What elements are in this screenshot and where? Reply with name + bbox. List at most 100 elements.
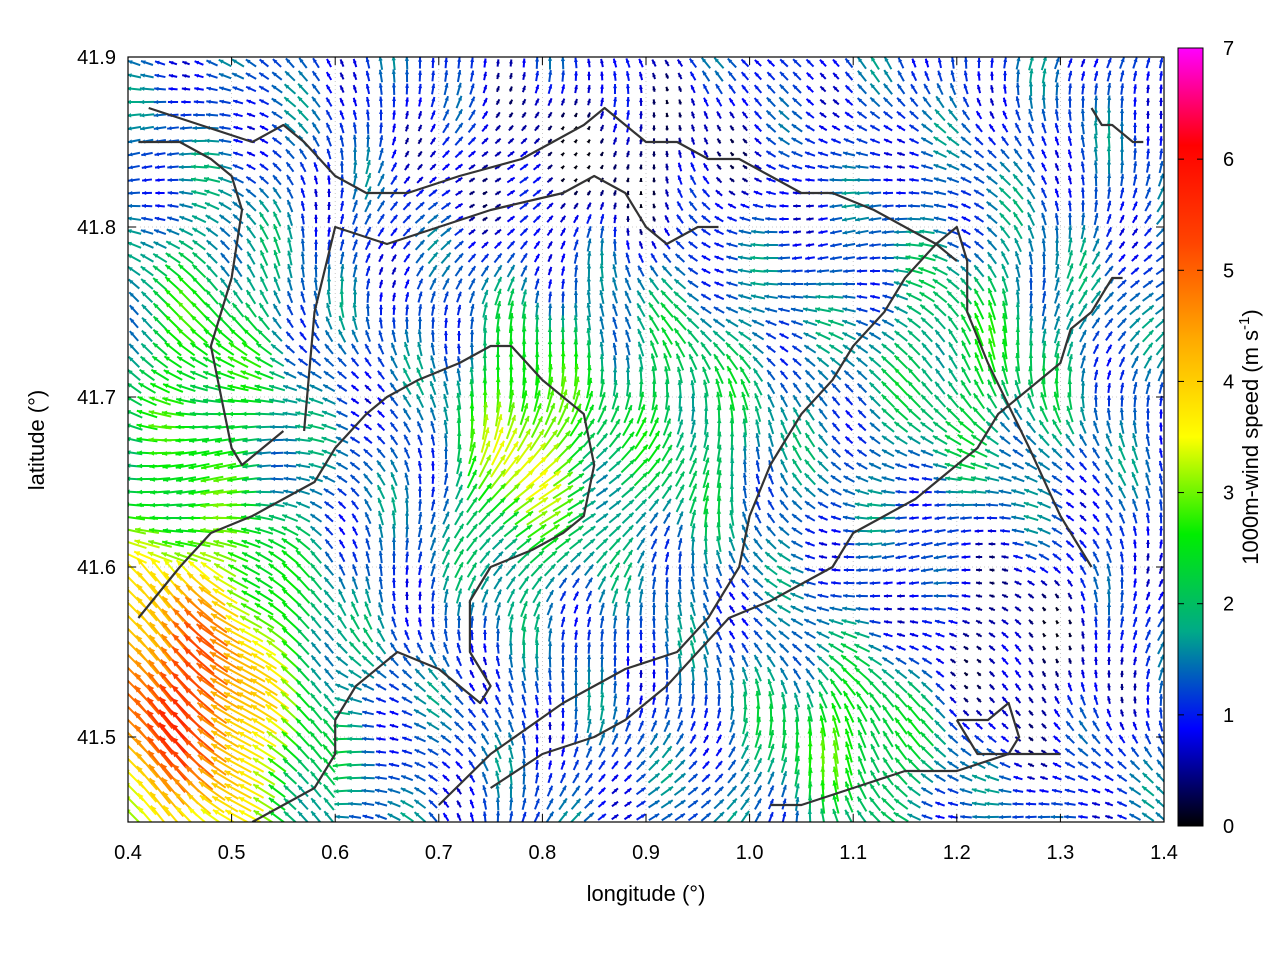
wind-vector bbox=[180, 113, 192, 118]
wind-vector bbox=[976, 71, 981, 81]
wind-vector bbox=[418, 70, 423, 82]
wind-vector bbox=[246, 99, 256, 105]
wind-vector bbox=[311, 96, 321, 108]
wind-vector bbox=[352, 71, 358, 81]
x-tick-label: 0.6 bbox=[321, 842, 349, 864]
wind-vector bbox=[1002, 97, 1008, 107]
wind-vector bbox=[1015, 57, 1021, 70]
wind-vector bbox=[625, 83, 630, 95]
wind-vector bbox=[1068, 83, 1073, 95]
wind-vector bbox=[405, 83, 410, 95]
wind-vector bbox=[703, 97, 709, 107]
wind-vector bbox=[819, 98, 827, 106]
wind-vector bbox=[676, 59, 684, 67]
wind-vector bbox=[963, 83, 969, 95]
wind-vector bbox=[168, 86, 178, 91]
wind-vector bbox=[481, 110, 489, 120]
y-tick-label: 41.6 bbox=[77, 557, 116, 579]
wind-vector bbox=[1132, 70, 1138, 82]
wind-vector bbox=[168, 74, 178, 78]
wind-vector bbox=[311, 83, 321, 95]
wind-vector bbox=[431, 83, 436, 95]
wind-vector bbox=[1029, 68, 1034, 84]
wind-vector bbox=[231, 58, 245, 68]
wind-vector bbox=[259, 111, 269, 119]
wind-vector bbox=[766, 71, 776, 81]
wind-vector bbox=[778, 96, 790, 108]
wind-vector bbox=[431, 70, 436, 82]
wind-vector bbox=[258, 71, 270, 81]
wind-vector bbox=[365, 109, 370, 121]
wind-vector bbox=[1067, 96, 1073, 108]
wind-vector bbox=[283, 83, 297, 95]
wind-vector bbox=[1041, 68, 1047, 84]
wind-vector bbox=[950, 57, 955, 69]
wind-vector bbox=[561, 70, 566, 82]
wind-vector bbox=[638, 71, 644, 81]
wind-vector bbox=[741, 84, 749, 94]
wind-vector bbox=[937, 70, 943, 82]
wind-vector bbox=[444, 70, 449, 82]
wind-vector bbox=[325, 71, 333, 81]
wind-vector bbox=[442, 109, 450, 121]
wind-vector bbox=[935, 95, 945, 109]
wind-vector bbox=[456, 69, 462, 83]
wind-vector bbox=[805, 98, 815, 106]
wind-vector bbox=[352, 97, 358, 107]
wind-vector bbox=[690, 84, 696, 94]
wind-vector bbox=[418, 97, 423, 107]
wind-vector bbox=[832, 98, 840, 106]
wind-vector bbox=[522, 72, 526, 80]
wind-vector bbox=[844, 84, 854, 94]
wind-vector bbox=[218, 58, 232, 68]
wind-vector bbox=[1093, 58, 1099, 68]
colorbar-tick-label: 3 bbox=[1223, 483, 1234, 505]
wind-vector bbox=[139, 86, 155, 91]
wind-vector bbox=[153, 113, 167, 118]
wind-vector bbox=[245, 72, 257, 80]
wind-vector bbox=[534, 84, 540, 94]
wind-vector bbox=[779, 71, 789, 81]
wind-vector bbox=[897, 57, 905, 69]
wind-vector bbox=[989, 98, 995, 106]
wind-vector bbox=[791, 97, 803, 107]
wind-vector bbox=[819, 72, 827, 80]
y-tick-label: 41.8 bbox=[77, 217, 116, 239]
wind-vector bbox=[949, 82, 957, 96]
wind-vector bbox=[612, 71, 617, 81]
wind-vector bbox=[378, 69, 383, 83]
wind-vector bbox=[990, 84, 994, 94]
wind-vector bbox=[1028, 95, 1034, 109]
wind-vector bbox=[937, 57, 943, 69]
wind-vector bbox=[792, 58, 802, 68]
wind-vector bbox=[508, 112, 514, 118]
wind-vector bbox=[325, 97, 333, 107]
x-tick-label: 1.2 bbox=[943, 842, 971, 864]
wind-vector bbox=[509, 72, 513, 80]
wind-vector bbox=[869, 69, 881, 83]
wind-vector bbox=[923, 83, 931, 95]
wind-vector bbox=[883, 83, 893, 95]
wind-vector bbox=[740, 71, 750, 81]
wind-vector bbox=[713, 57, 725, 69]
wind-vector bbox=[1003, 57, 1008, 69]
wind-vector bbox=[547, 83, 553, 95]
wind-vector bbox=[600, 97, 604, 107]
wind-vector bbox=[521, 111, 527, 119]
wind-vector bbox=[418, 83, 423, 95]
wind-vector bbox=[352, 109, 358, 121]
wind-vector bbox=[205, 112, 219, 117]
wind-vector bbox=[869, 96, 881, 108]
wind-vector bbox=[245, 58, 257, 68]
x-axis-label: longitude (°) bbox=[587, 881, 706, 906]
wind-vector bbox=[206, 73, 218, 79]
wind-vector bbox=[1080, 58, 1086, 68]
wind-vector bbox=[715, 83, 723, 95]
wind-vector bbox=[232, 99, 244, 105]
wind-vector bbox=[508, 99, 514, 105]
wind-vector bbox=[1107, 82, 1112, 96]
wind-vector bbox=[1119, 57, 1125, 69]
wind-vector bbox=[1093, 70, 1099, 82]
wind-vector bbox=[272, 58, 282, 68]
x-tick-label: 0.4 bbox=[114, 842, 142, 864]
